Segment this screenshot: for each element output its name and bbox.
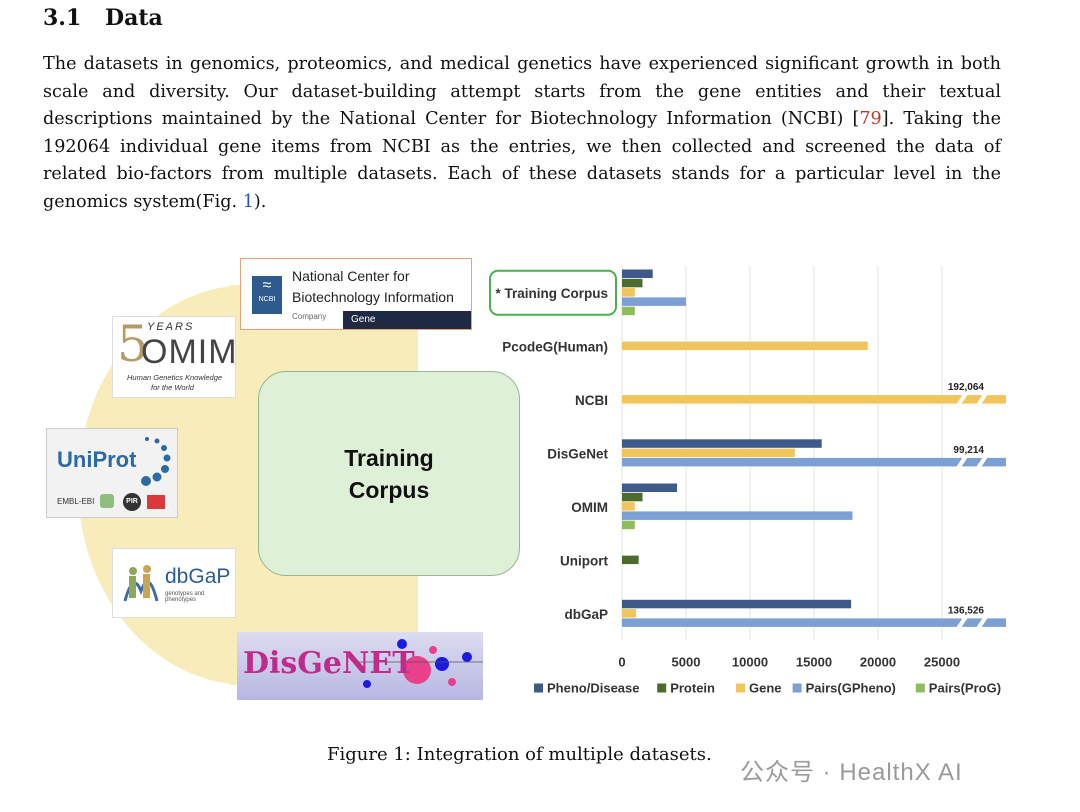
legend-swatch [736,683,745,693]
uniprot-logo: UniProt EMBL-EBI PIR [46,428,178,518]
disgenet-name: DisGeNET [243,646,415,681]
bar [622,306,635,316]
paragraph-text-2: ]. Taking the 192064 individual gene ite… [43,109,1001,212]
legend-label: Gene [749,681,782,696]
dbgap-figures-icon [123,565,159,602]
category-label: * Training Corpus [495,286,608,301]
omim-name: OMIM [141,333,238,371]
ncbi-name-line2: Biotechnology Information [292,289,454,305]
paragraph-text-1: The datasets in genomics, proteomics, an… [43,54,1001,130]
uniprot-partner-pir: PIR [123,493,141,511]
category-label: PcodeG(Human) [502,339,608,354]
omim-tagline-2: for the World [151,383,194,392]
legend-label: Pairs(ProG) [929,681,1001,696]
ncbi-icon-text: NCBI [258,296,276,303]
omim-logo: YEARS 5 OMIM Human Genetics Knowledge fo… [112,315,238,398]
bar [622,278,643,288]
watermark-text: 公众号 · HealthX AI [740,759,963,786]
legend-swatch [792,683,802,693]
section-title: Data [105,5,163,31]
bar [622,439,822,448]
bar [622,502,635,511]
disgenet-logo: DisGeNET [237,632,483,700]
bar [622,483,678,492]
data-label: 99,214 [953,445,984,456]
data-label: 192,064 [948,382,985,393]
uniprot-sib-icon [100,494,114,508]
bar [622,288,635,297]
ncbi-company-label: Company [292,312,327,321]
citation-link[interactable]: 79 [859,109,882,130]
bar [622,297,686,306]
omim-tagline-1: Human Genetics Knowledge [127,373,223,382]
figure-caption: Figure 1: Integration of multiple datase… [327,744,712,765]
x-tick-label: 15000 [796,655,832,670]
omim-years-label: YEARS [147,321,195,333]
category-label: OMIM [571,500,608,515]
legend-label: Protein [670,681,715,696]
bar [622,511,853,520]
ncbi-name-line1: National Center for [292,268,410,284]
dataset-bar-chart: * Training Corpus PcodeG(Human) NCBI 192,06… [488,262,1018,707]
axis-break-mark [976,394,988,405]
category-label: dbGaP [564,607,608,622]
axis-break-mark [976,617,988,628]
uniprot-sib-logo-icon [147,495,165,509]
figure-ref-link[interactable]: 1 [242,191,254,212]
category-label: Uniport [560,553,608,568]
bar [622,520,635,530]
omim-five-digit: 5 [117,315,149,373]
dbgap-logo: dbGaP genotypes and phenotypes [112,548,236,618]
bar [622,555,639,565]
bar [622,609,637,618]
bar [622,395,1006,404]
bar [622,457,1006,467]
legend-swatch [534,683,543,693]
bar [622,492,643,502]
uniprot-name: UniProt [57,447,137,472]
body-paragraph: The datasets in genomics, proteomics, an… [43,51,1001,217]
training-corpus-label-line2: Corpus [348,476,430,503]
axis-break-mark [956,617,968,628]
highlight-box [489,269,617,316]
axis-break-mark [956,394,968,405]
legend-label: Pairs(GPheno) [806,681,896,696]
legend-swatch [657,683,667,693]
section-heading: 3.1 Data [43,5,163,31]
training-corpus-box: Training Corpus [258,371,520,576]
category-label: NCBI [575,393,608,408]
ncbi-icon: ≈ NCBI [252,276,282,314]
ncbi-gene-tag: Gene [343,311,471,329]
disgenet-bubbles-icon [357,639,483,688]
x-tick-label: 10000 [732,655,768,670]
legend-label: Pheno/Disease [547,681,640,696]
section-number: 3.1 [43,5,82,31]
bar [622,599,852,609]
axis-break-mark [956,456,968,468]
ncbi-logo: ≈ NCBI National Center for Biotechnology… [240,258,472,330]
x-tick-label: 5000 [672,655,701,670]
category-label: DisGeNet [547,446,608,461]
bar [622,341,868,351]
bar [622,448,795,458]
bar [622,618,1006,627]
data-label: 136,526 [948,605,985,616]
x-tick-label: 20000 [860,655,896,670]
dbgap-tagline: genotypes and phenotypes [165,591,205,603]
uniprot-dots-icon [141,437,171,486]
x-tick-label: 25000 [924,655,960,670]
paragraph-text-3: ). [253,191,267,212]
axis-break-mark [976,456,988,468]
uniprot-partner-embl: EMBL-EBI [57,497,95,506]
training-corpus-label-line1: Training [344,444,434,471]
dbgap-name: dbGaP [165,565,231,588]
legend-swatch [915,683,925,693]
x-tick-label: 0 [618,655,625,670]
bar [622,269,653,278]
